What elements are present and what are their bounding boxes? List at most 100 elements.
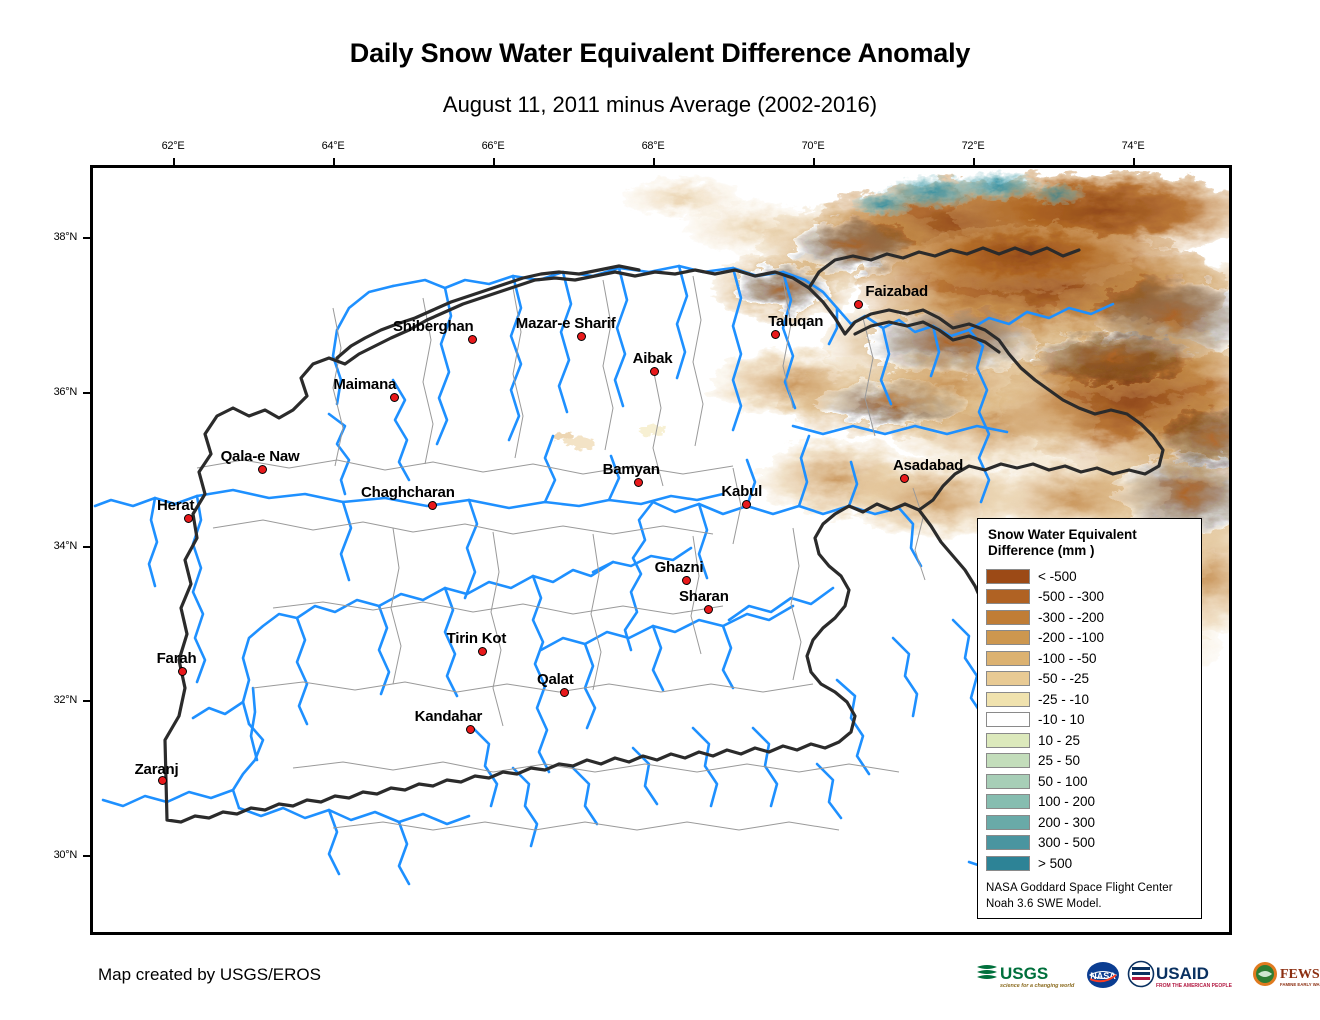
nasa-logo: NASA <box>1086 960 1120 990</box>
longitude-tick-label: 66°E <box>481 140 505 152</box>
svg-text:FEWS NET: FEWS NET <box>1280 967 1320 982</box>
legend-item-label: 200 - 300 <box>1038 814 1096 830</box>
latitude-tick-label: 36°N <box>53 385 78 398</box>
legend-item: 25 - 50 <box>986 750 1193 771</box>
latitude-tick <box>83 546 93 549</box>
longitude-tick <box>973 158 975 168</box>
legend-item-label: -25 - -10 <box>1038 691 1090 707</box>
svg-text:USAID: USAID <box>1156 964 1209 983</box>
legend-item: -300 - -200 <box>986 607 1193 628</box>
latitude-tick-label: 32°N <box>53 694 78 707</box>
legend-title: Snow Water Equivalent Difference (mm ) <box>988 527 1193 560</box>
longitude-tick-label: 70°E <box>801 140 825 152</box>
agency-logos: USGS science for a changing world NASA U… <box>975 960 1320 990</box>
city-dot-icon <box>854 300 864 310</box>
legend-item: -500 - -300 <box>986 586 1193 607</box>
city-label: Tirin Kot <box>446 629 507 647</box>
legend-item-label: > 500 <box>1038 855 1073 871</box>
legend-item-label: -200 - -100 <box>1038 630 1105 646</box>
legend-panel: Snow Water Equivalent Difference (mm ) <… <box>977 518 1202 919</box>
usaid-logo: USAID FROM THE AMERICAN PEOPLE <box>1127 960 1245 990</box>
longitude-tick-label: 62°E <box>161 140 185 152</box>
longitude-tick-label: 64°E <box>321 140 345 152</box>
longitude-tick-label: 68°E <box>641 140 665 152</box>
city-dot-icon <box>560 687 569 697</box>
svg-text:NASA: NASA <box>1090 971 1116 981</box>
svg-text:FAMINE EARLY WARNING SYSTEMS N: FAMINE EARLY WARNING SYSTEMS NETWORK <box>1280 982 1320 987</box>
legend-item: > 500 <box>986 853 1193 874</box>
svg-text:USGS: USGS <box>1000 964 1048 983</box>
legend-item-label: < -500 <box>1038 568 1077 584</box>
city-label: Qala-e Naw <box>220 447 300 465</box>
city-label: Farah <box>156 649 197 667</box>
legend-color-swatch <box>986 753 1030 769</box>
legend-color-swatch <box>986 732 1030 748</box>
city-dot-icon <box>390 392 400 402</box>
legend-item: -10 - 10 <box>986 709 1193 730</box>
legend-source-line1: NASA Goddard Space Flight Center <box>986 882 1173 895</box>
legend-color-swatch <box>986 814 1030 830</box>
longitude-tick <box>653 158 655 168</box>
city-label: Asadabad <box>893 457 964 474</box>
city-dot-icon <box>465 724 475 734</box>
legend-item: < -500 <box>986 566 1193 587</box>
city-label: Faizabad <box>865 283 928 301</box>
latitude-tick <box>83 854 93 857</box>
legend-item: -50 - -25 <box>986 668 1193 689</box>
legend-item-label: -100 - -50 <box>1038 650 1097 666</box>
city-label: Bamyan <box>602 460 660 478</box>
legend-color-swatch <box>986 671 1030 687</box>
legend-item: 100 - 200 <box>986 791 1193 812</box>
legend-color-swatch <box>986 630 1030 646</box>
city-label: Zaranj <box>134 760 179 778</box>
city-dot-icon <box>742 500 752 510</box>
city-dot-icon <box>771 330 781 340</box>
city-label: Shiberghan <box>393 318 474 336</box>
city-label: Aibak <box>632 349 673 367</box>
longitude-tick-label: 72°E <box>961 140 985 152</box>
city-dot-icon <box>681 575 691 585</box>
legend-color-swatch <box>986 609 1030 625</box>
legend-item-label: 100 - 200 <box>1038 794 1096 810</box>
legend-color-swatch <box>986 773 1030 789</box>
legend-item-label: 10 - 25 <box>1038 732 1081 748</box>
page-title: Daily Snow Water Equivalent Difference A… <box>349 38 971 68</box>
city-label: Herat <box>157 497 195 515</box>
latitude-tick <box>83 237 93 240</box>
legend-item: -25 - -10 <box>986 689 1193 710</box>
map-canvas[interactable]: Faizabad Taluqan Mazar-e Sharif Shiberghan A… <box>93 168 1229 932</box>
map-graphics <box>93 172 1229 914</box>
latitude-tick-label: 30°N <box>53 848 78 861</box>
fewsnet-logo: FEWS NET FAMINE EARLY WARNING SYSTEMS NE… <box>1252 960 1320 990</box>
svg-text:science for a changing world: science for a changing world <box>1000 983 1075 989</box>
legend-item-label: -10 - 10 <box>1038 712 1085 728</box>
longitude-tick <box>813 158 815 168</box>
city-dot-icon <box>428 501 437 510</box>
latitude-tick-label: 34°N <box>53 540 78 553</box>
legend-title-line1: Snow Water Equivalent <box>988 527 1137 542</box>
legend-item: -200 - -100 <box>986 627 1193 648</box>
legend-items: < -500 -500 - -300 -300 - -200 -200 - -100 -… <box>986 566 1193 874</box>
legend-item: 10 - 25 <box>986 730 1193 751</box>
page-subtitle: August 11, 2011 minus Average (2002-2016… <box>442 92 878 117</box>
city-label: Maimana <box>333 375 397 393</box>
map-frame: Faizabad Taluqan Mazar-e Sharif Shiberghan A… <box>54 140 1232 935</box>
province-boundaries <box>196 275 926 831</box>
longitude-tick <box>333 158 335 168</box>
legend-source-note: NASA Goddard Space Flight Center Noah 3.… <box>986 879 1193 911</box>
terrain-layer <box>553 172 1229 678</box>
rivers-layer <box>93 264 1119 914</box>
city-dot-icon <box>468 335 477 345</box>
city-dot-icon <box>649 366 659 376</box>
legend-item-label: -500 - -300 <box>1038 589 1105 605</box>
city-dot-icon <box>257 464 267 474</box>
city-label: Mazar-e Sharif <box>515 315 616 332</box>
longitude-tick-label: 74°E <box>1121 140 1145 152</box>
city-dot-icon <box>576 332 586 341</box>
city-dot-icon <box>157 775 167 785</box>
city-dot-icon <box>184 514 193 524</box>
legend-color-swatch <box>986 712 1030 728</box>
legend-color-swatch <box>986 835 1030 851</box>
city-label: Taluqan <box>768 313 824 331</box>
city-label: Ghazni <box>654 558 704 576</box>
